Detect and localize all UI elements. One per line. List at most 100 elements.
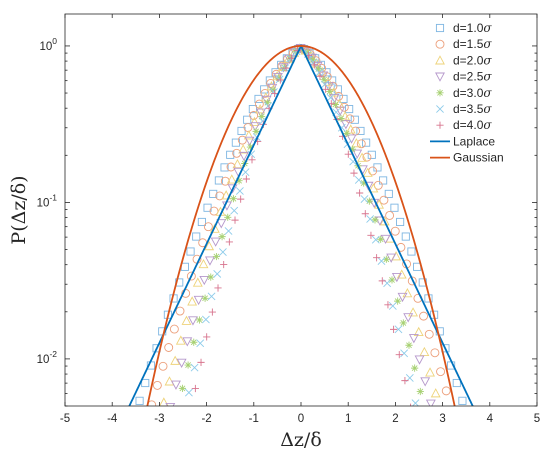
data-point bbox=[176, 358, 187, 368]
data-point bbox=[276, 76, 284, 84]
data-point bbox=[258, 112, 266, 121]
data-point bbox=[229, 195, 238, 203]
x-tick-label: -5 bbox=[60, 413, 70, 425]
data-point bbox=[416, 387, 424, 396]
plot-area bbox=[65, 14, 537, 406]
data-point bbox=[204, 241, 215, 251]
legend-label-unit: σ bbox=[483, 70, 492, 84]
legend-marker bbox=[435, 72, 445, 82]
data-point bbox=[195, 316, 204, 324]
data-point bbox=[348, 145, 356, 153]
data-point bbox=[339, 94, 348, 103]
legend-label-unit: σ bbox=[483, 102, 492, 116]
data-point bbox=[159, 397, 169, 406]
data-point bbox=[210, 237, 221, 247]
data-point bbox=[396, 217, 405, 227]
data-point bbox=[407, 276, 417, 286]
legend-label-name: d=1.0 bbox=[453, 21, 484, 35]
legend-label-name: d=4.0 bbox=[453, 118, 484, 132]
data-point bbox=[220, 176, 230, 186]
legend: d=1.0σd=1.5σd=2.0σd=2.5σd=3.0σd=3.5σd=4.… bbox=[430, 21, 504, 165]
data-point bbox=[165, 402, 176, 406]
data-point bbox=[328, 87, 339, 97]
x-tick-label: 0 bbox=[298, 413, 304, 425]
legend-label: Gaussian bbox=[453, 151, 504, 165]
data-point bbox=[356, 139, 366, 149]
data-point bbox=[226, 174, 237, 184]
data-point bbox=[385, 210, 395, 220]
data-point bbox=[209, 206, 219, 216]
data-point bbox=[235, 187, 244, 195]
data-point bbox=[187, 296, 198, 306]
legend-marker bbox=[435, 39, 445, 49]
data-point bbox=[384, 301, 392, 309]
data-point bbox=[235, 177, 243, 185]
data-point bbox=[374, 216, 385, 226]
data-point bbox=[410, 403, 412, 406]
data-point bbox=[220, 163, 229, 172]
y-tick-exp: -1 bbox=[49, 192, 57, 202]
data-point bbox=[141, 378, 150, 388]
legend-label: d=3.5σ bbox=[453, 102, 492, 116]
legend-label-unit: σ bbox=[483, 53, 492, 67]
legend-label: Laplace bbox=[453, 134, 495, 148]
data-point bbox=[310, 61, 318, 69]
data-point bbox=[249, 116, 260, 126]
y-tick-base: 10 bbox=[37, 354, 50, 366]
legend-label-name: d=3.0 bbox=[453, 86, 484, 100]
data-point bbox=[175, 335, 186, 345]
data-point bbox=[212, 252, 221, 261]
data-point bbox=[326, 93, 335, 102]
data-point bbox=[377, 235, 385, 243]
data-point bbox=[361, 210, 369, 218]
data-point bbox=[263, 99, 271, 107]
data-point bbox=[203, 333, 211, 341]
data-point bbox=[269, 88, 278, 96]
data-point bbox=[255, 108, 266, 118]
legend-marker bbox=[436, 121, 444, 129]
data-point bbox=[329, 93, 340, 104]
data-point bbox=[350, 169, 358, 177]
data-point bbox=[232, 158, 243, 169]
data-point bbox=[231, 216, 239, 224]
data-point bbox=[201, 294, 209, 302]
data-point bbox=[190, 338, 198, 346]
data-point bbox=[408, 334, 419, 344]
data-point bbox=[362, 152, 372, 162]
data-point bbox=[425, 399, 436, 406]
data-point bbox=[414, 355, 425, 365]
data-point bbox=[419, 311, 429, 321]
data-point bbox=[238, 144, 249, 154]
data-point bbox=[371, 235, 380, 244]
x-tick-label: -4 bbox=[107, 413, 118, 425]
data-point bbox=[331, 100, 339, 109]
data-point bbox=[357, 152, 368, 162]
legend-marker bbox=[435, 55, 445, 65]
data-point bbox=[309, 56, 317, 64]
data-point bbox=[314, 65, 322, 73]
data-point bbox=[243, 130, 254, 140]
legend-marker bbox=[435, 23, 445, 33]
data-point bbox=[397, 292, 408, 303]
data-point bbox=[337, 114, 345, 123]
data-point bbox=[352, 149, 363, 159]
data-point bbox=[184, 361, 192, 369]
data-point bbox=[218, 233, 226, 241]
data-point bbox=[214, 284, 222, 292]
data-point bbox=[379, 176, 388, 185]
data-point bbox=[400, 349, 409, 358]
legend-label-unit: σ bbox=[483, 86, 492, 100]
data-point bbox=[218, 248, 227, 257]
data-point bbox=[351, 138, 362, 148]
data-point bbox=[430, 388, 441, 398]
data-point bbox=[208, 308, 216, 316]
x-tick-label: -3 bbox=[154, 413, 164, 425]
data-point bbox=[384, 189, 393, 198]
data-point bbox=[242, 175, 250, 183]
legend-label-name: d=2.0 bbox=[453, 53, 484, 67]
legend-label-unit: σ bbox=[483, 21, 492, 35]
gaussian-curve bbox=[146, 45, 456, 406]
data-point bbox=[430, 348, 440, 358]
data-point bbox=[394, 325, 403, 334]
data-point bbox=[408, 307, 419, 317]
